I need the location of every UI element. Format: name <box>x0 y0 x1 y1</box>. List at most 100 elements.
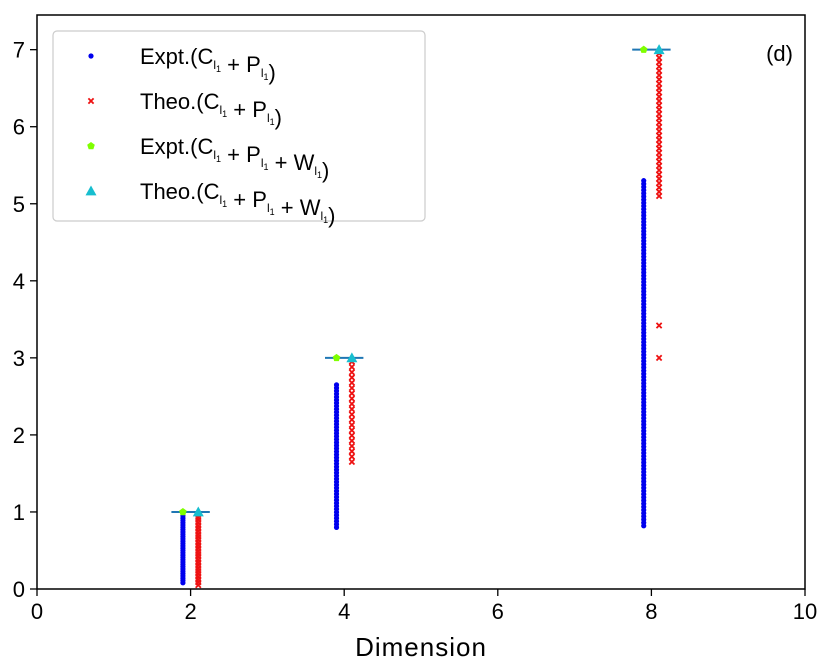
legend-term-sub: l <box>213 148 216 162</box>
x-tick-label: 10 <box>793 599 817 624</box>
legend-term-sub: l <box>261 66 264 80</box>
series-4-point <box>346 352 358 363</box>
series-1-point <box>333 382 340 388</box>
legend-term-sub: l <box>213 58 216 72</box>
series-2-point <box>348 416 356 423</box>
legend-entry-4: Theo.(Cl1 + Pl1 + Wl1) <box>140 179 335 228</box>
legend-term-subsub: 1 <box>270 207 275 217</box>
x-axis-label: Dimension <box>355 632 487 662</box>
y-tick-label: 5 <box>13 192 25 217</box>
legend-term-subsub: 1 <box>323 215 328 225</box>
legend-marker <box>85 185 97 196</box>
legend-term-sub: l <box>267 111 270 125</box>
series-4-point <box>192 506 204 517</box>
series-2-point <box>348 400 356 408</box>
series-4-point <box>653 44 665 55</box>
legend-term-sub: l <box>219 103 222 117</box>
series-2-point <box>348 432 356 439</box>
legend-term-subsub: 1 <box>216 64 221 74</box>
y-tick-label: 3 <box>13 346 25 371</box>
series-4 <box>192 44 665 517</box>
legend-term-sub: l <box>320 209 323 223</box>
legend: Expt.(Cl1 + Pl1)Theo.(Cl1 + Pl1)Expt.(Cl… <box>52 30 426 228</box>
series-2-point <box>348 379 356 387</box>
legend-suffix: ) <box>275 105 282 130</box>
legend-term-subsub: 1 <box>317 170 322 180</box>
legend-marker <box>87 97 95 105</box>
legend-term-letter: P <box>246 52 261 77</box>
series-2-point <box>655 354 663 362</box>
legend-term-letter: W <box>300 195 321 220</box>
x-tick-label: 8 <box>645 599 657 624</box>
legend-term-subsub: 1 <box>222 199 227 209</box>
legend-plus: + <box>227 97 252 122</box>
series-2-point <box>348 458 356 466</box>
series-2-point <box>348 442 356 450</box>
y-tick-label: 4 <box>13 269 25 294</box>
series-2-point <box>348 369 356 376</box>
y-tick-label: 1 <box>13 500 25 525</box>
legend-term-subsub: 1 <box>216 154 221 164</box>
legend-entry-1: Expt.(Cl1 + Pl1) <box>140 44 276 85</box>
legend-suffix: ) <box>328 203 335 228</box>
legend-term-sub: l <box>314 164 317 178</box>
legend-prefix: Expt.( <box>140 134 198 159</box>
series-2-point <box>348 390 356 397</box>
y-tick-label: 0 <box>13 577 25 602</box>
legend-term-sub: l <box>261 156 264 170</box>
x-tick-label: 4 <box>338 599 350 624</box>
legend-plus: + <box>269 150 294 175</box>
legend-term-letter: C <box>204 179 220 204</box>
axis-ticks: 0 2 4 6 8 10 0 1 2 3 4 5 6 7 <box>13 38 817 624</box>
legend-term-letter: C <box>197 44 213 69</box>
reference-lines <box>171 48 671 513</box>
series-1-point <box>641 178 647 184</box>
legend-prefix: Theo.( <box>140 89 204 114</box>
legend-term-letter: W <box>294 150 315 175</box>
data-points <box>179 44 665 589</box>
legend-term-letter: P <box>252 187 267 212</box>
legend-plus: + <box>221 52 246 77</box>
legend-plus: + <box>275 195 300 220</box>
series-2-point <box>348 437 356 445</box>
legend-marker <box>87 142 95 150</box>
series-2-point <box>348 453 356 460</box>
legend-term-letter: C <box>197 134 213 159</box>
y-tick-label: 6 <box>13 115 25 140</box>
series-2-point <box>348 421 356 429</box>
legend-suffix: ) <box>269 60 276 85</box>
x-tick-label: 2 <box>184 599 196 624</box>
series-1 <box>180 178 647 586</box>
panel-label: (d) <box>766 41 793 66</box>
series-2-point <box>348 374 356 381</box>
legend-term-sub: l <box>267 201 270 215</box>
series-2-point <box>348 427 356 434</box>
legend-term-letter: P <box>246 142 261 167</box>
plot-frame <box>36 14 806 590</box>
series-2-point <box>655 322 663 329</box>
x-tick-label: 6 <box>492 599 504 624</box>
series-2-point <box>348 405 356 413</box>
series-2-point <box>348 384 356 392</box>
legend-marker <box>88 53 94 59</box>
legend-entry-3: Expt.(Cl1 + Pl1 + Wl1) <box>140 134 329 183</box>
legend-term-subsub: 1 <box>263 162 268 172</box>
legend-suffix: ) <box>322 158 329 183</box>
x-tick-label: 0 <box>31 599 43 624</box>
legend-term-sub: l <box>219 193 222 207</box>
legend-prefix: Expt.( <box>140 44 198 69</box>
legend-entry-2: Theo.(Cl1 + Pl1) <box>140 89 282 130</box>
legend-plus: + <box>221 142 246 167</box>
legend-term-letter: P <box>252 97 267 122</box>
legend-term-subsub: 1 <box>263 72 268 82</box>
series-2-point <box>348 395 356 402</box>
series-2-point <box>348 363 356 371</box>
legend-prefix: Theo.( <box>140 179 204 204</box>
legend-term-letter: C <box>204 89 220 114</box>
series-2-point <box>348 448 356 455</box>
series-3-point <box>332 353 341 362</box>
legend-term-subsub: 1 <box>270 117 275 127</box>
y-tick-label: 2 <box>13 423 25 448</box>
series-3-point <box>639 45 648 53</box>
